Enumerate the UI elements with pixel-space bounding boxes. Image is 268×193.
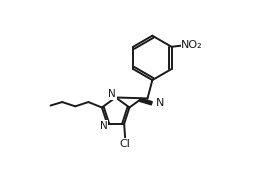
Text: Cl: Cl: [120, 139, 131, 149]
Text: N: N: [108, 89, 116, 99]
Text: NO₂: NO₂: [181, 40, 203, 50]
Text: N: N: [156, 98, 164, 108]
Text: N: N: [100, 121, 107, 131]
